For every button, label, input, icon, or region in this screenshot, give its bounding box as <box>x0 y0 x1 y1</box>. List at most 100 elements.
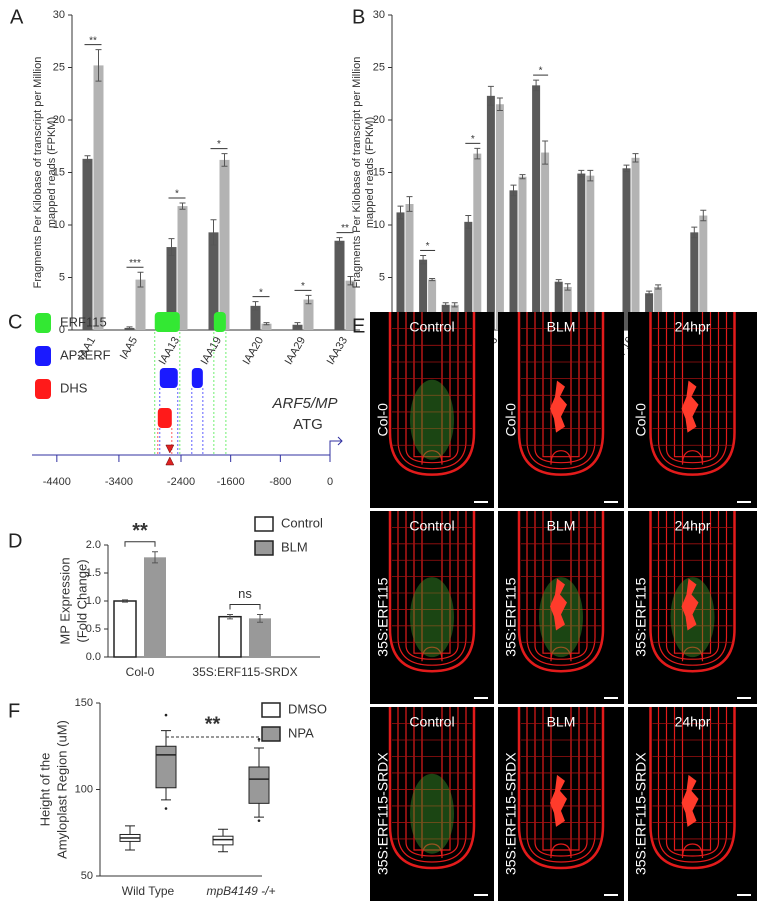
root-cells <box>665 312 720 464</box>
gfp-signal <box>410 379 454 460</box>
root-cells <box>517 312 605 476</box>
error-bar <box>420 254 427 265</box>
root-cells <box>550 707 572 859</box>
y-tick-label: 20 <box>373 114 385 126</box>
y-axis-label: mapped reads (FPKM) <box>46 117 58 228</box>
binding-site <box>191 368 203 388</box>
binding-site <box>157 408 172 428</box>
y-tick-label: 30 <box>373 9 385 21</box>
column-label: Control <box>409 518 454 534</box>
error-bar <box>227 613 233 620</box>
root-cells <box>397 707 467 863</box>
start-arrow <box>329 436 343 455</box>
root-cells <box>542 312 580 458</box>
bar <box>177 206 188 330</box>
column-label: BLM <box>547 518 576 534</box>
x-tick-label: IAA29 <box>283 335 308 367</box>
root-cells <box>388 707 476 870</box>
y-tick-label: 1.0 <box>86 595 101 607</box>
dead-cells <box>681 380 699 433</box>
y-axis-label: MP Expression <box>57 557 72 644</box>
whisker <box>161 787 171 801</box>
y-axis-label: Height of the <box>37 753 52 827</box>
legend-label: NPA <box>288 725 314 740</box>
error-bar <box>397 205 404 220</box>
row-label: 35S:ERF115 <box>375 577 391 656</box>
error-bar <box>347 275 354 286</box>
bar <box>303 299 314 330</box>
bar <box>577 173 586 330</box>
start-label: ATG <box>293 416 323 433</box>
micrograph: BLM 35S:ERF115-SRDX <box>498 707 624 901</box>
error-bar <box>137 271 144 288</box>
legend-swatch <box>35 346 51 366</box>
root-cells <box>534 312 588 464</box>
y-tick-label: 15 <box>373 166 385 178</box>
dead-cells <box>681 774 699 827</box>
y-axis-label: Fragments Per Kilobase of transcript per… <box>351 57 363 289</box>
bar <box>464 221 473 330</box>
significance-label: *** <box>129 258 141 269</box>
root-cells <box>673 511 712 654</box>
error-bar <box>429 278 436 282</box>
micrograph: 24hpr 35S:ERF115 <box>628 511 757 704</box>
site-guide <box>213 332 227 455</box>
error-bar <box>95 49 102 82</box>
significance-label: ** <box>132 520 148 542</box>
significance-label: * <box>175 189 179 200</box>
panel-label: D <box>8 530 22 552</box>
y-tick-label: 20 <box>53 114 65 126</box>
root-cells <box>413 511 451 654</box>
error-bar <box>126 326 133 330</box>
x-tick-label: -2400 <box>167 476 195 488</box>
root-cells <box>397 511 467 666</box>
bar <box>208 232 219 330</box>
bar <box>486 95 495 330</box>
error-bar <box>510 184 517 197</box>
micrograph: Control 35S:ERF115-SRDX <box>370 707 494 901</box>
root-cells <box>517 511 605 673</box>
error-bar <box>336 237 343 245</box>
error-bar <box>533 79 540 92</box>
significance-label: * <box>426 241 430 252</box>
x-tick-label: -800 <box>269 476 291 488</box>
whisker <box>254 803 264 818</box>
error-bar <box>632 153 639 163</box>
error-bar <box>465 215 472 229</box>
error-bar <box>305 294 312 305</box>
row-label: 35S:ERF115-SRDX <box>375 752 391 875</box>
error-bar <box>442 302 449 308</box>
box <box>248 766 270 804</box>
root-cells <box>405 707 459 857</box>
column-label: 24hpr <box>675 319 711 335</box>
bar <box>554 281 563 330</box>
y-tick-label: 0.0 <box>86 651 101 663</box>
root-cells <box>413 707 451 851</box>
root-cells <box>673 707 712 851</box>
significance-label: ** <box>89 35 97 46</box>
legend-label: BLM <box>281 539 308 554</box>
error-bar <box>451 302 458 308</box>
panel-label: E <box>352 315 365 337</box>
y-tick-label: 10 <box>373 219 385 231</box>
y-tick-label: 2.0 <box>86 539 101 551</box>
error-bar <box>210 219 217 246</box>
bar <box>249 618 271 657</box>
root-cells <box>649 707 736 870</box>
y-tick-label: 5 <box>379 271 385 283</box>
micrograph: 24hpr 35S:ERF115-SRDX <box>628 707 757 901</box>
x-tick-label: IAA13 <box>157 335 182 367</box>
error-bar <box>564 283 571 291</box>
root-cells <box>657 511 728 666</box>
bar <box>261 323 272 330</box>
root-cells <box>649 511 736 673</box>
y-axis-label: (Fold Change) <box>74 559 89 642</box>
bar <box>518 176 527 330</box>
micrograph: Control Col-0 <box>370 312 494 508</box>
x-tick-label: 0 <box>327 476 333 488</box>
binding-site <box>159 368 178 388</box>
error-bar <box>152 551 158 564</box>
site-guide <box>157 428 173 455</box>
y-axis-label: Amyloplast Region (uM) <box>54 720 69 859</box>
